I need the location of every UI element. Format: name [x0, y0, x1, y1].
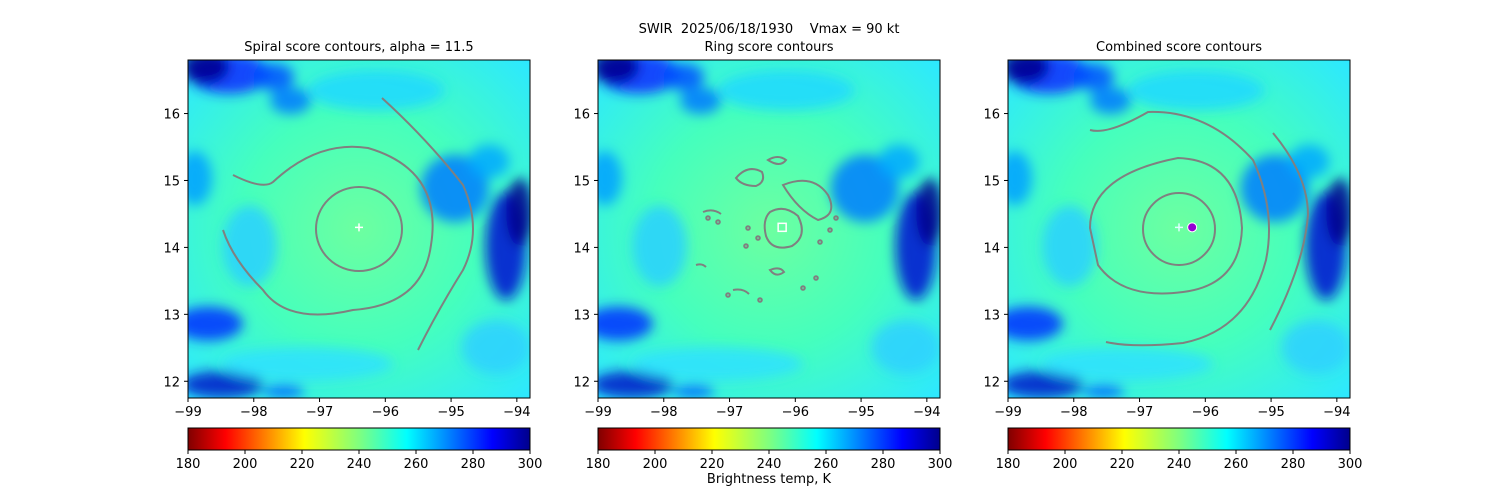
x-tick-label: −97	[306, 405, 333, 420]
colorbar-tick-label: 260	[1224, 457, 1249, 472]
colorbar-tick-label: 280	[1281, 457, 1306, 472]
panel-title: Ring score contours	[704, 40, 833, 55]
y-tick-label: 14	[573, 241, 590, 256]
y-tick-label: 16	[573, 108, 590, 123]
y-tick-label: 15	[163, 174, 180, 189]
x-tick-label: −96	[372, 405, 399, 420]
x-tick-label: −94	[1323, 405, 1350, 420]
colorbar-tick-label: 260	[814, 457, 839, 472]
brightness-heatmap	[188, 60, 530, 398]
colorbar-tick-label: 200	[643, 457, 668, 472]
y-tick-label: 16	[983, 108, 1000, 123]
y-tick-label: 13	[983, 308, 1000, 323]
y-tick-label: 13	[163, 308, 180, 323]
score-contours	[695, 156, 839, 303]
y-tick-label: 16	[163, 108, 180, 123]
axes-frame	[187, 59, 531, 399]
x-tick-label: −97	[1126, 405, 1153, 420]
colorbar: 180 200 220 240 260 280 300	[176, 427, 543, 472]
panel-3: Combined score contours −99 −98 −97 −96 −95 −9…	[983, 40, 1362, 472]
colorbar-tick-label: 280	[461, 457, 486, 472]
axes-frame	[1007, 59, 1351, 399]
x-tick-label: −95	[437, 405, 464, 420]
y-tick-label: 15	[983, 174, 1000, 189]
panel-2: Ring score contours −99 −98 −97 −96 −95 −94 12 1…	[573, 40, 952, 472]
x-tick-label: −99	[584, 405, 611, 420]
colorbar-tick-label: 200	[233, 457, 258, 472]
colorbar-tick-label: 240	[757, 457, 782, 472]
score-contours	[1088, 110, 1310, 347]
brightness-heatmap	[1008, 60, 1350, 398]
x-tick-label: −98	[240, 405, 267, 420]
x-tick-label: −96	[1192, 405, 1219, 420]
x-tick-label: −99	[174, 405, 201, 420]
y-tick-label: 13	[573, 308, 590, 323]
colorbar-tick-label: 180	[586, 457, 611, 472]
ring-center-marker	[777, 222, 787, 233]
x-tick-label: −96	[782, 405, 809, 420]
y-tick-label: 15	[573, 174, 590, 189]
colorbar-tick-label: 300	[518, 457, 543, 472]
y-tick-label: 12	[983, 375, 1000, 390]
colorbar-tick-label: 220	[1110, 457, 1135, 472]
colorbar-tick-label: 300	[928, 457, 953, 472]
x-tick-label: −94	[503, 405, 530, 420]
y-tick-label: 12	[163, 375, 180, 390]
brightness-heatmap	[598, 60, 940, 398]
x-tick-label: −94	[913, 405, 940, 420]
colorbar: 180 200 220 240 260 280 300	[586, 427, 953, 472]
score-contours	[222, 97, 474, 351]
y-tick-label: 14	[983, 241, 1000, 256]
colorbar-tick-label: 240	[347, 457, 372, 472]
x-tick-label: −98	[650, 405, 677, 420]
colorbar-tick-label: 260	[404, 457, 429, 472]
x-tick-label: −95	[847, 405, 874, 420]
best-center-marker	[1187, 222, 1198, 233]
x-tick-label: −99	[994, 405, 1021, 420]
colorbar-tick-label: 220	[700, 457, 725, 472]
colorbar-tick-label: 240	[1167, 457, 1192, 472]
colorbar-tick-label: 300	[1338, 457, 1363, 472]
axes-frame	[597, 59, 941, 399]
colorbar-tick-label: 200	[1053, 457, 1078, 472]
figure-suptitle: SWIR 2025/06/18/1930 Vmax = 90 kt	[638, 22, 900, 37]
panel-title: Spiral score contours, alpha = 11.5	[244, 40, 473, 55]
colorbar: 180 200 220 240 260 280 300	[996, 427, 1363, 472]
y-tick-label: 14	[163, 241, 180, 256]
x-tick-label: −95	[1257, 405, 1284, 420]
colorbar-tick-label: 180	[176, 457, 201, 472]
panel-title: Combined score contours	[1096, 40, 1262, 55]
panel-1: Spiral score contours, alpha = 11.5 −99 −9…	[163, 40, 542, 472]
colorbar-tick-label: 280	[871, 457, 896, 472]
colorbar-tick-label: 180	[996, 457, 1021, 472]
y-tick-label: 12	[573, 375, 590, 390]
colorbar-label: Brightness temp, K	[706, 472, 832, 487]
x-tick-label: −97	[716, 405, 743, 420]
first-guess-marker	[355, 223, 363, 232]
first-guess-marker	[1175, 223, 1183, 232]
colorbar-tick-label: 220	[290, 457, 315, 472]
x-tick-label: −98	[1060, 405, 1087, 420]
